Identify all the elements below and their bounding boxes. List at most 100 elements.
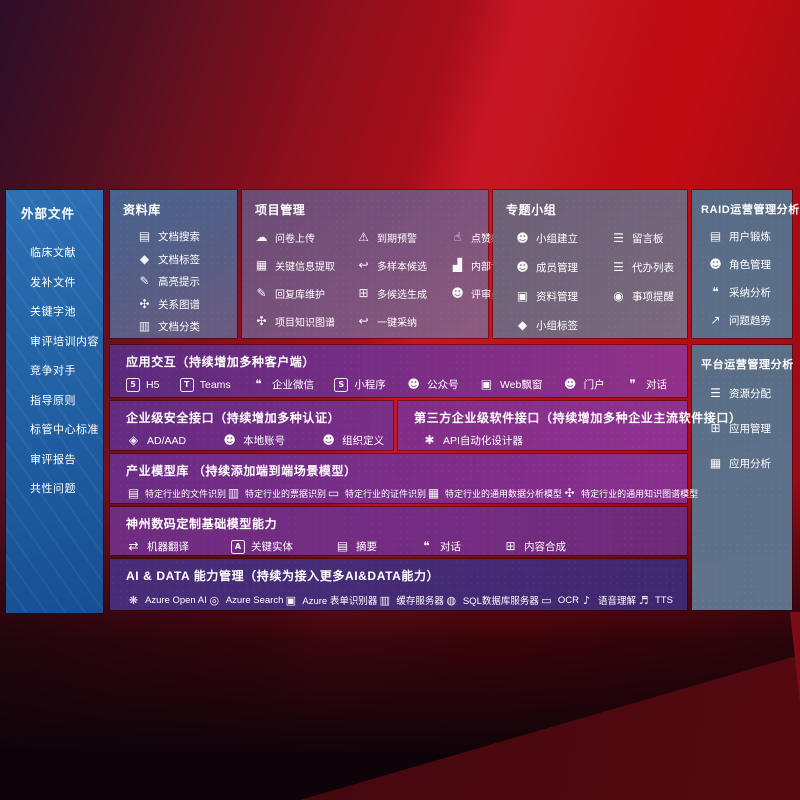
feature-item[interactable]: ☝ 点赞感谢	[450, 230, 531, 246]
feature-item[interactable]: ❝ 采纳分析	[708, 285, 792, 300]
model-item[interactable]: ✣ 特定行业的通用知识图谱模型	[562, 487, 699, 500]
feature-item[interactable]: ▥ 文档分类	[137, 319, 237, 334]
capability-item[interactable]: A 关键实体	[231, 539, 293, 554]
model-item[interactable]: ▥ 特定行业的票据识别	[226, 487, 326, 500]
client-item[interactable]: S 小程序	[334, 377, 386, 392]
panel-repository: 资料库 ▤ 文档搜索 ◆ 文档标签 ✎ 高亮提示 ✣ 关系图谱 ▥ 文档分类	[110, 190, 237, 338]
row-title: AI & DATA 能力管理（持续为接入更多AI&DATA能力）	[126, 569, 440, 583]
service-item[interactable]: ❋ Azure Open AI	[126, 594, 207, 607]
knowledge-graph-icon: ✣	[139, 296, 150, 311]
feature-item[interactable]: ◉ 事项提醒	[611, 289, 687, 304]
client-label: 公众号	[427, 379, 459, 391]
capability-item[interactable]: ▤ 摘要	[335, 539, 377, 554]
sidebar-item[interactable]: 审评培训内容	[30, 335, 99, 348]
id-recog-icon: ▭	[327, 486, 340, 500]
client-item[interactable]: ❝ 企业微信	[251, 377, 314, 392]
client-item[interactable]: ☻ 公众号	[406, 377, 459, 392]
feature-item[interactable]: ☻ 角色管理	[708, 257, 792, 272]
capability-label: 内容合成	[524, 541, 566, 553]
sidebar-item[interactable]: 竞争对手	[30, 365, 76, 377]
service-label: TTS	[655, 594, 673, 606]
feature-label: 代办列表	[632, 262, 674, 274]
thumbs-up-icon: ☝	[453, 230, 462, 244]
auth-item[interactable]: ☻ 本地账号	[222, 433, 285, 448]
model-item[interactable]: ▦ 特定行业的通用数据分析模型	[426, 487, 562, 500]
feature-label: 小组建立	[536, 233, 578, 245]
sql-server-icon: ◍	[446, 593, 457, 607]
auth-item[interactable]: ◈ AD/AAD	[126, 434, 186, 447]
feature-item[interactable]: ✣ 项目知识图谱	[254, 314, 350, 330]
feature-item[interactable]: ▣ 资料管理	[515, 289, 607, 304]
entity-icon: A	[231, 539, 245, 554]
row-industry-models: 产业模型库 （持续添加端到端场景模型） ▤ 特定行业的文件识别 ▥ 特定行业的票…	[110, 454, 698, 503]
client-item[interactable]: ▣ Web飘窗	[479, 377, 543, 392]
service-item[interactable]: ◍ SQL数据库服务器	[444, 593, 539, 608]
feature-item[interactable]: ☻ 成员管理	[515, 260, 607, 275]
panel-items: ☻ 小组建立 ☰ 留言板 ☻ 成员管理 ☰ 代办列表 ▣ 资料管理 ◉ 事项提醒	[493, 218, 687, 333]
auth-item[interactable]: ☻ 组织定义	[321, 433, 384, 448]
client-item[interactable]: ☻ 门户	[563, 377, 605, 392]
feature-label: 回复库维护	[275, 290, 325, 301]
html5-icon: 5	[126, 377, 140, 392]
panel-platform-analysis: 平台运营管理分析 ☰ 资源分配 ⊞ 应用管理 ▦ 应用分析	[692, 345, 793, 610]
feature-item[interactable]: ☰ 代办列表	[611, 260, 687, 275]
sidebar-item[interactable]: 发补文件	[30, 276, 76, 289]
feature-item[interactable]: ⊞ 多候选生成	[356, 286, 444, 302]
pencil-icon: ✎	[256, 286, 267, 300]
feature-item[interactable]: ▤ 用户锻炼	[708, 229, 792, 244]
feature-item[interactable]: ⊞ 应用管理	[708, 421, 792, 436]
service-item[interactable]: ♪ 语音理解	[579, 593, 636, 608]
panel-title: 项目管理	[255, 203, 306, 217]
feature-item[interactable]: ▦ 应用分析	[708, 456, 792, 471]
row-thirdparty-interface: 第三方企业级软件接口（持续增加多种企业主流软件接口） ✱ API自动化设计器	[398, 401, 741, 450]
interface-item[interactable]: ✱ API自动化设计器	[422, 433, 522, 448]
feature-item[interactable]: ↗ 问题趋势	[708, 313, 792, 328]
feature-item[interactable]: ✎ 回复库维护	[254, 286, 350, 302]
panel-title: 专题小组	[506, 203, 557, 217]
feature-item[interactable]: ✣ 关系图谱	[137, 297, 237, 312]
service-item[interactable]: ▥ 缓存服务器	[377, 593, 444, 608]
service-item[interactable]: ▭ OCR	[539, 594, 579, 607]
client-item[interactable]: 5 H5	[126, 377, 159, 392]
sidebar-item[interactable]: 标管中心标准	[30, 424, 99, 436]
sidebar-item[interactable]: 临床文献	[30, 247, 76, 259]
client-item[interactable]: T Teams	[179, 377, 231, 392]
capability-item[interactable]: ❝ 对话	[419, 539, 461, 554]
service-item[interactable]: ▣ Azure 表单识别器	[283, 593, 378, 608]
feature-item[interactable]: ▤ 文档搜索	[137, 229, 237, 244]
row-title: 企业级安全接口（持续增加多种认证）	[126, 411, 341, 425]
feature-item[interactable]: ⚠ 到期预警	[356, 230, 444, 246]
chat-analysis-icon: ❝	[712, 285, 719, 299]
feature-item[interactable]: ◆ 小组标签	[515, 318, 607, 333]
feature-item[interactable]: ☰ 资源分配	[708, 386, 792, 401]
miniprogram-icon: S	[334, 377, 349, 392]
feature-item[interactable]: ↩ 多样本候选	[356, 258, 444, 274]
wechat-work-icon: ❝	[255, 377, 262, 391]
sidebar-item[interactable]: 共性问题	[30, 483, 76, 495]
feature-label: 留言板	[632, 233, 664, 245]
feature-item[interactable]: ↩ 一键采纳	[356, 314, 444, 330]
openai-icon: ❋	[128, 593, 139, 607]
feature-item[interactable]: ◆ 文档标签	[137, 252, 237, 267]
ranking-icon: ▟	[452, 258, 463, 272]
feature-item[interactable]: ▦ 关键信息提取	[254, 258, 350, 274]
capability-item[interactable]: ⊞ 内容合成	[503, 539, 566, 554]
ad-icon: ◈	[128, 433, 139, 447]
model-item[interactable]: ▤ 特定行业的文件识别	[126, 487, 226, 500]
service-item[interactable]: ◎ Azure Search	[207, 594, 283, 607]
client-item[interactable]: ❞ 对话	[625, 377, 667, 392]
grid-icon: ⊞	[710, 421, 721, 435]
background-accent	[790, 612, 800, 704]
feature-item[interactable]: ☰ 留言板	[611, 231, 687, 246]
sidebar-item[interactable]: 关键字池	[30, 306, 76, 318]
model-item[interactable]: ▭ 特定行业的证件识别	[326, 487, 426, 500]
feature-item[interactable]: ☻ 小组建立	[515, 231, 607, 246]
sidebar-item[interactable]: 指导原则	[30, 394, 76, 407]
feature-label: 高亮提示	[158, 276, 200, 288]
sidebar-item[interactable]: 审评报告	[30, 453, 76, 466]
info-extract-icon: ▦	[255, 258, 268, 272]
capability-item[interactable]: ⇄ 机器翻译	[126, 539, 189, 554]
feature-item[interactable]: ✎ 高亮提示	[137, 274, 237, 289]
feature-item[interactable]: ☁ 问卷上传	[254, 230, 350, 246]
service-item[interactable]: ♬ TTS	[636, 594, 673, 607]
